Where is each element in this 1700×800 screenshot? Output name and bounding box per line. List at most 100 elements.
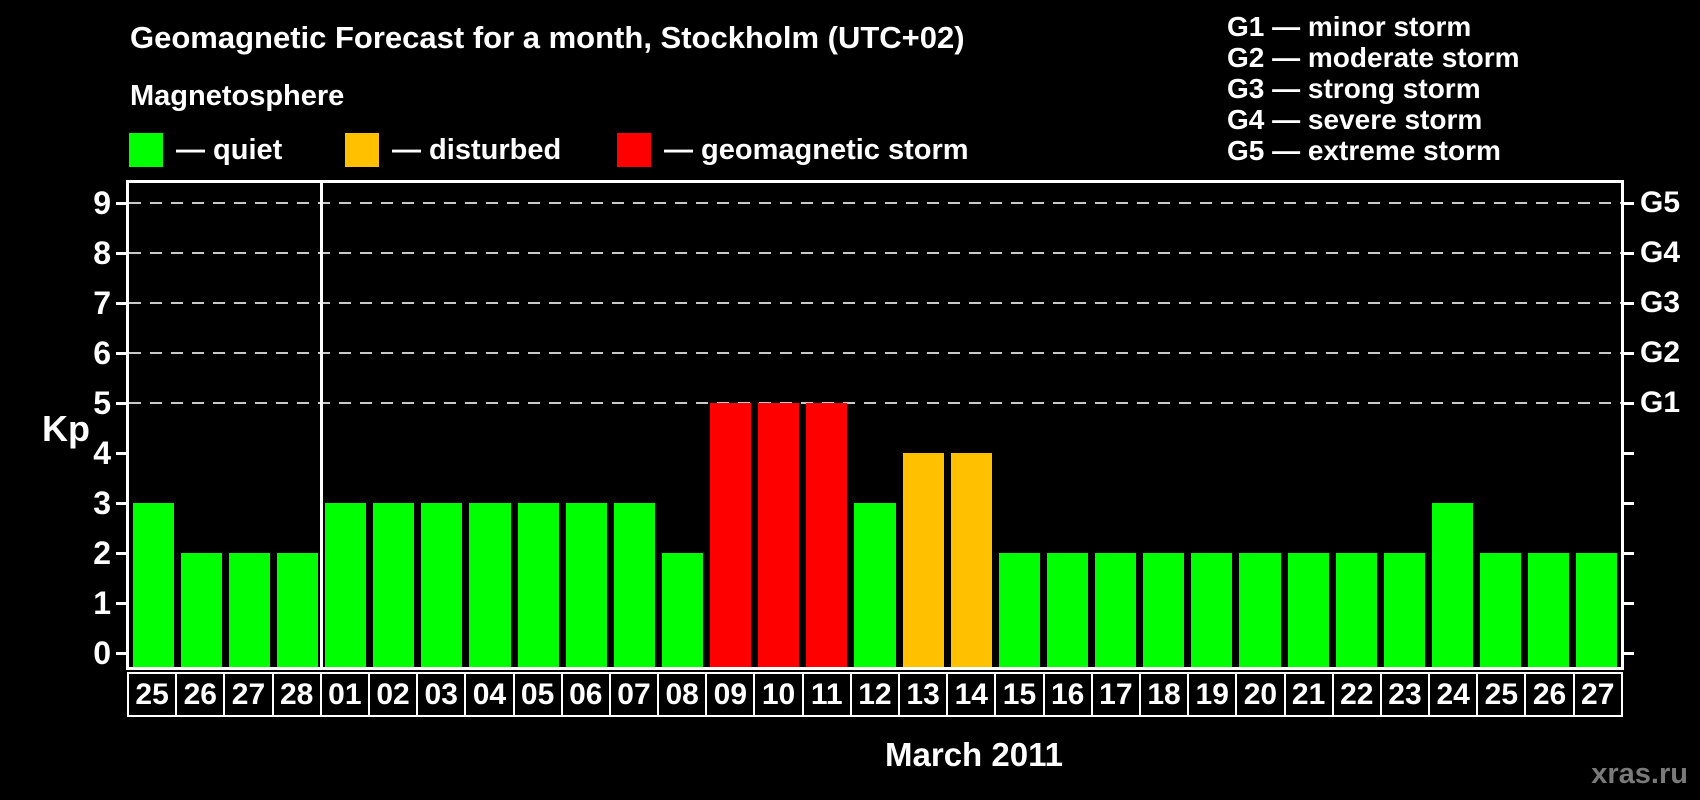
kp-bar-mar-17: [1095, 553, 1137, 667]
gridline-kp-8: [129, 252, 1621, 254]
kp-bar-feb-25: [132, 503, 174, 667]
y-axis-label-1: 1: [93, 585, 111, 621]
y-axis-label-4: 4: [93, 435, 111, 471]
day-label-feb-27: 27: [223, 672, 274, 717]
chart-title: Geomagnetic Forecast for a month, Stockh…: [130, 20, 965, 55]
day-label-mar-16: 16: [1042, 672, 1093, 717]
y-axis-tick-left: [116, 651, 129, 655]
kp-bar-mar-12: [854, 503, 896, 667]
kp-bar-mar-01: [325, 503, 367, 667]
y-axis-label-2: 2: [93, 535, 111, 571]
kp-bar-mar-09: [710, 403, 752, 667]
y-axis-label-5: 5: [93, 385, 111, 421]
plot-area: [126, 180, 1624, 670]
day-label-mar-23: 23: [1379, 672, 1431, 717]
y-axis-tick-right: [1621, 551, 1634, 555]
kp-bar-mar-19: [1191, 553, 1233, 667]
y-axis-label-0: 0: [93, 635, 111, 671]
y-axis-tick-right: [1621, 451, 1634, 455]
kp-bar-mar-10: [758, 403, 800, 667]
day-label-mar-09: 09: [705, 672, 756, 717]
kp-bar-mar-13: [902, 453, 944, 667]
kp-bar-mar-16: [1046, 553, 1089, 667]
g-axis-label-G2: G2: [1640, 336, 1681, 369]
y-axis-tick-left: [116, 251, 129, 255]
kp-bar-mar-11: [806, 403, 848, 667]
y-axis-label-6: 6: [93, 335, 111, 371]
y-axis-tick-left: [116, 201, 129, 205]
day-label-mar-08: 08: [657, 672, 708, 717]
kp-bar-mar-21: [1287, 553, 1329, 667]
day-label-mar-20: 20: [1235, 672, 1286, 717]
y-axis-tick-left: [116, 451, 129, 455]
kp-bar-mar-25: [1480, 553, 1522, 667]
day-label-mar-15: 15: [994, 672, 1045, 717]
g-axis-label-G3: G3: [1640, 286, 1681, 319]
day-label-mar-12: 12: [849, 672, 900, 717]
day-label-mar-24: 24: [1428, 672, 1479, 717]
day-label-mar-13: 13: [898, 672, 949, 717]
day-label-mar-27: 27: [1572, 672, 1623, 717]
y-axis-tick-right: [1621, 651, 1634, 655]
kp-bar-mar-04: [469, 503, 511, 667]
day-label-feb-25: 25: [127, 672, 178, 717]
storm-legend-label: — geomagnetic storm: [664, 134, 969, 166]
day-label-mar-18: 18: [1138, 672, 1190, 717]
gridline-kp-5: [129, 402, 1621, 404]
day-label-mar-10: 10: [753, 672, 804, 717]
kp-bar-mar-02: [373, 503, 415, 667]
day-label-mar-06: 06: [560, 672, 611, 717]
kp-bar-mar-26: [1528, 553, 1570, 667]
kp-bar-mar-15: [998, 553, 1040, 667]
disturbed-legend-label: — disturbed: [392, 134, 562, 166]
g-axis-label-G1: G1: [1640, 386, 1681, 419]
day-label-mar-17: 17: [1090, 672, 1141, 717]
y-axis-tick-left: [116, 401, 129, 405]
y-axis-tick-right: [1621, 301, 1634, 305]
y-axis-tick-right: [1621, 401, 1634, 405]
magnetosphere-legend-title: Magnetosphere: [130, 80, 345, 112]
g5-legend-line: G5 — extreme storm: [1227, 135, 1501, 166]
day-axis-row: 25 26 27 28 01 02 03 04 05 06 07 08 09 10 11 12 13 14 15 16…: [127, 672, 1623, 717]
day-label-mar-14: 14: [946, 672, 997, 717]
kp-bar-mar-08: [661, 553, 704, 667]
day-label-mar-25: 25: [1476, 672, 1527, 717]
kp-bar-feb-28: [276, 553, 318, 667]
day-label-feb-26: 26: [175, 672, 226, 717]
storm-color-swatch: [617, 133, 651, 167]
y-axis-tick-right: [1621, 501, 1634, 505]
g4-legend-line: G4 — severe storm: [1227, 104, 1483, 135]
y-axis-title: Kp: [42, 408, 90, 449]
y-axis-label-7: 7: [93, 285, 111, 321]
y-axis-label-3: 3: [93, 485, 111, 521]
day-label-mar-07: 07: [608, 672, 660, 717]
g2-legend-line: G2 — moderate storm: [1227, 42, 1520, 73]
kp-bar-mar-14: [950, 453, 992, 667]
kp-bar-feb-27: [228, 553, 270, 667]
disturbed-color-swatch: [345, 133, 379, 167]
gridline-kp-7: [129, 302, 1621, 304]
g-scale-legend: G1 — minor storm G2 — moderate storm G3 …: [1227, 11, 1520, 166]
watermark: xras.ru: [1591, 758, 1688, 790]
y-axis-tick-left: [116, 551, 129, 555]
day-label-mar-22: 22: [1331, 672, 1382, 717]
day-label-mar-26: 26: [1524, 672, 1575, 717]
kp-bar-mar-22: [1335, 553, 1377, 667]
kp-bar-mar-20: [1239, 553, 1281, 667]
kp-bar-mar-07: [613, 503, 655, 667]
y-axis-label-9: 9: [93, 185, 111, 221]
day-label-mar-21: 21: [1283, 672, 1334, 717]
kp-bar-mar-24: [1431, 503, 1474, 667]
kp-bar-mar-18: [1143, 553, 1185, 667]
y-axis-tick-right: [1621, 351, 1634, 355]
quiet-color-swatch: [129, 133, 163, 167]
y-axis-tick-left: [116, 501, 129, 505]
g-axis-label-G4: G4: [1640, 236, 1681, 269]
g3-legend-line: G3 — strong storm: [1227, 73, 1481, 104]
kp-bar-mar-27: [1576, 553, 1618, 667]
day-label-mar-03: 03: [416, 672, 467, 717]
day-label-mar-05: 05: [512, 672, 563, 717]
y-axis-label-8: 8: [93, 235, 111, 271]
kp-bar-mar-03: [421, 503, 463, 667]
y-axis-tick-left: [116, 601, 129, 605]
